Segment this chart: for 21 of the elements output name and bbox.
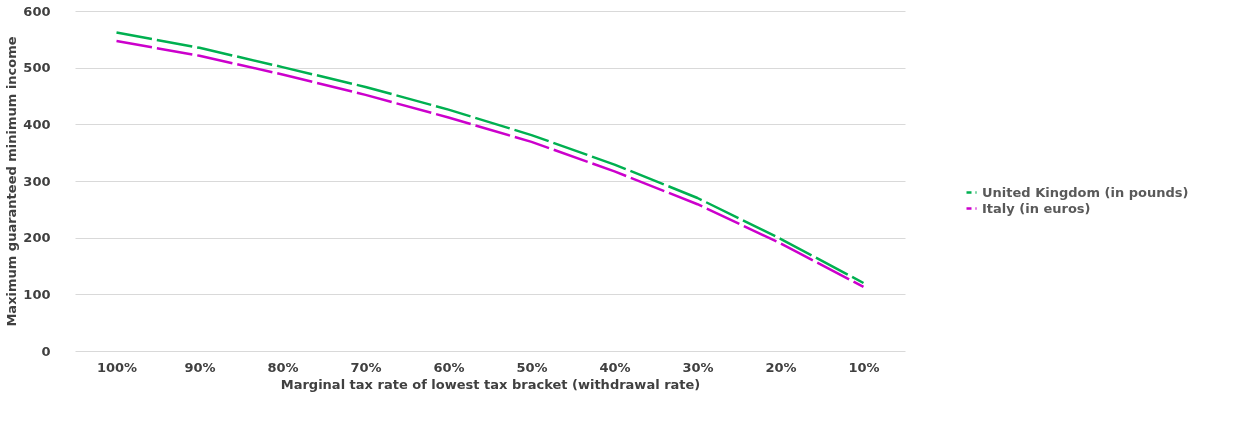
legend-label: United Kingdom (in pounds) — [982, 184, 1189, 200]
x-tick-label: 20% — [765, 359, 797, 375]
x-tick-label: 30% — [682, 359, 714, 375]
x-axis-title: Marginal tax rate of lowest tax bracket (withdrawal rate) — [280, 376, 701, 392]
x-tick-label: 60% — [433, 359, 465, 375]
legend-label: Italy (in euros) — [982, 200, 1091, 216]
y-tick-label: 300 — [23, 173, 51, 189]
x-tick-label: 10% — [848, 359, 880, 375]
y-tick-label: 400 — [23, 116, 51, 132]
y-tick-label: 200 — [23, 230, 51, 246]
y-tick-label: 100 — [23, 286, 51, 302]
x-tick-label: 100% — [96, 359, 138, 375]
x-tick-label: 90% — [184, 359, 216, 375]
y-axis-title: Maximum guaranteed minimum income — [4, 36, 20, 327]
x-tick-label: 50% — [516, 359, 548, 375]
x-tick-label: 40% — [599, 359, 631, 375]
y-tick-label: 500 — [23, 60, 51, 76]
x-tick-label: 70% — [350, 359, 382, 375]
y-tick-label: 600 — [23, 3, 51, 19]
x-tick-label: 80% — [267, 359, 299, 375]
y-tick-label: 0 — [41, 343, 51, 359]
